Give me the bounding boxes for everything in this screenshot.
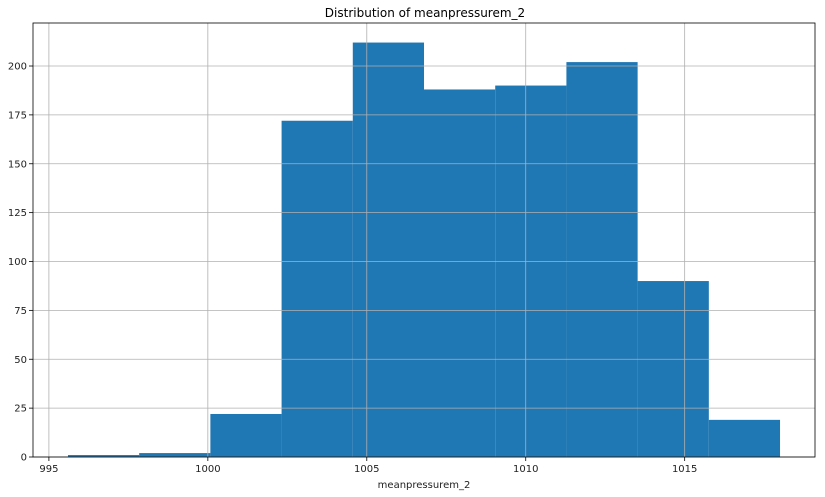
histogram-bar <box>566 62 638 457</box>
histogram-bar <box>352 42 424 458</box>
chart-title: Distribution of meanpressurem_2 <box>325 6 525 20</box>
x-tick-label: 1010 <box>513 464 538 475</box>
histogram-bars <box>67 42 781 458</box>
histogram-bar <box>708 419 781 457</box>
plot-frame <box>32 22 816 458</box>
x-tick-label: 1015 <box>672 464 697 475</box>
histogram-bar <box>67 455 140 457</box>
y-tick-label: 100 <box>8 257 27 268</box>
x-tick-label: 1005 <box>354 464 379 475</box>
histogram-bar <box>637 281 709 457</box>
y-tick-label: 0 <box>21 453 27 464</box>
histogram-bar <box>495 85 567 457</box>
y-tick-label: 200 <box>8 62 27 73</box>
y-tick-label: 75 <box>14 306 27 317</box>
y-tick-label: 125 <box>8 208 27 219</box>
y-tick-label: 150 <box>8 159 27 170</box>
axes <box>32 22 816 458</box>
y-axis-ticks: 0 25 50 75 100 125 150 175 200 <box>8 62 33 464</box>
histogram-bar <box>281 120 353 457</box>
y-tick-label: 175 <box>8 110 27 121</box>
histogram-bar <box>210 413 282 457</box>
x-tick-label: 995 <box>39 464 58 475</box>
y-tick-label: 50 <box>14 355 27 366</box>
y-tick-label: 25 <box>14 404 27 415</box>
x-tick-label: 1000 <box>195 464 220 475</box>
x-axis-label: meanpressurem_2 <box>378 480 471 491</box>
histogram-bar <box>139 453 211 457</box>
histogram-bar <box>424 89 496 457</box>
x-axis-ticks: 995 1000 1005 1010 1015 <box>39 457 697 475</box>
